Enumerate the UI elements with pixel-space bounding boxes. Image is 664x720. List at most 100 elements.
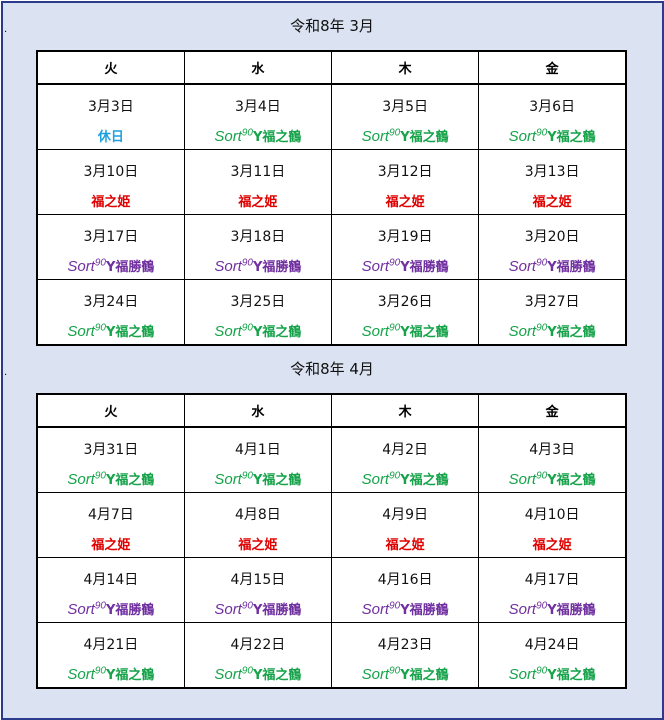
day-date: 3月11日 [230,164,286,180]
label-prefix: Sort [361,601,390,618]
day-date: 4月2日 [382,442,429,458]
day-cell: 3月18日 Sort90Y福勝鶴 [183,214,333,280]
schedule-label: 福之姫 [385,538,425,553]
day-date: 3月3日 [87,99,134,115]
day-cell: 4月14日 Sort90Y福勝鶴 [36,557,185,623]
day-date: 3月10日 [83,164,139,180]
label-sup: 90 [94,322,106,334]
schedule-label: Sort90Y福勝鶴 [38,256,184,275]
schedule-label: Sort90Y福之鶴 [332,126,478,145]
day-date: 4月7日 [87,507,134,523]
label-name: Y福勝鶴 [252,603,302,618]
schedule-label: 福之姫 [91,538,131,553]
day-date: 3月12日 [377,164,433,180]
label-sup: 90 [241,470,253,482]
label-name: Y福之鶴 [252,130,302,145]
label-name: Y福之鶴 [252,668,302,683]
schedule-label: Sort90Y福之鶴 [332,664,478,683]
label-prefix: Sort [508,323,537,340]
schedule-label: 福之姫 [91,195,131,210]
day-cell: 3月6日 Sort90Y福之鶴 [478,83,627,150]
week-row: 3月17日 Sort90Y福勝鶴 3月18日 Sort90Y福勝鶴 3月19日 Sort9… [36,214,627,280]
day-cell: 4月15日 Sort90Y福勝鶴 [183,557,333,623]
label-name: Y福勝鶴 [400,603,449,618]
schedule-label: Sort90Y福之鶴 [185,469,331,488]
weekday-header: 火 [36,393,185,428]
day-date: 4月1日 [234,442,281,458]
weekday-header: 木 [330,393,480,428]
label-name: Y福之鶴 [400,325,449,340]
schedule-label: Sort90Y福之鶴 [479,126,625,145]
label-sup: 90 [241,322,253,334]
day-date: 3月19日 [377,229,433,245]
day-date: 3月26日 [377,294,433,310]
label-name: Y福之鶴 [252,325,302,340]
day-cell: 4月21日 Sort90Y福之鶴 [36,622,185,689]
day-date: 3月20日 [524,229,580,245]
schedule-label: Sort90Y福勝鶴 [185,599,331,618]
label-sup: 90 [389,322,401,334]
day-cell: 4月16日 Sort90Y福勝鶴 [330,557,480,623]
day-cell: 4月8日福之姫 [183,492,333,558]
label-sup: 90 [536,600,548,612]
day-cell: 4月23日 Sort90Y福之鶴 [330,622,480,689]
week-row: 3月10日福之姫 3月11日福之姫 3月12日 福之姫 3月13日 福之姫 [36,149,627,215]
schedule-label: Sort90Y福之鶴 [185,664,331,683]
day-date: 4月8日 [234,507,281,523]
schedule-label: 福之姫 [238,538,278,553]
day-cell: 3月12日 福之姫 [330,149,480,215]
label-prefix: Sort [508,128,537,145]
day-date: 4月10日 [524,507,580,523]
schedule-label: 福之姫 [532,538,572,553]
label-name: Y福之鶴 [547,130,596,145]
schedule-label: Sort90Y福之鶴 [38,469,184,488]
week-row: 3月31日 Sort90Y福之鶴 4月1日 Sort90Y福之鶴 4月2日 Sort90Y… [36,426,627,493]
label-prefix: Sort [67,258,95,275]
label-name: Y福勝鶴 [105,603,155,618]
label-prefix: Sort [67,471,95,488]
label-prefix: Sort [508,601,537,618]
day-cell: 4月24日 Sort90Y福之鶴 [478,622,627,689]
label-sup: 90 [536,470,548,482]
schedule-label: Sort90Y福之鶴 [185,126,331,145]
day-date: 4月16日 [377,572,433,588]
week-row: 3月24日 Sort90Y福之鶴 3月25日 Sort90Y福之鶴 3月26日 Sort9… [36,279,627,346]
schedule-label: Sort90Y福之鶴 [185,321,331,340]
day-cell: 4月9日福之姫 [330,492,480,558]
weekday-header: 水 [183,393,333,428]
label-sup: 90 [389,470,401,482]
label-name: Y福之鶴 [547,668,596,683]
label-sup: 90 [389,257,401,269]
label-name: Y福之鶴 [547,325,596,340]
label-sup: 90 [241,665,253,677]
schedule-label: Sort90Y福勝鶴 [38,599,184,618]
day-cell: 4月7日福之姫 [36,492,185,558]
label-prefix: Sort [67,666,95,683]
day-cell: 3月10日福之姫 [36,149,185,215]
label-prefix: Sort [214,323,242,340]
weekday-header: 火 [36,50,185,85]
calendar-title-april: 令和8年 4月 [290,360,374,378]
label-prefix: Sort [214,601,242,618]
weekday-header: 木 [330,50,480,85]
calendar-table-march: 火水木金 3月3日 休日 3月4日 Sort90Y福之鶴 3月5日 Sort90Y福之鶴 3月… [36,50,627,346]
day-date: 4月9日 [382,507,429,523]
day-date: 3月4日 [234,99,281,115]
week-row: 4月14日 Sort90Y福勝鶴 4月15日 Sort90Y福勝鶴 4月16日 Sort9… [36,557,627,623]
day-date: 4月24日 [524,637,580,653]
label-sup: 90 [94,470,106,482]
day-date: 3月24日 [83,294,139,310]
day-cell: 3月31日 Sort90Y福之鶴 [36,426,185,493]
label-sup: 90 [241,127,253,139]
label-name: Y福之鶴 [252,473,302,488]
day-date: 3月13日 [524,164,580,180]
label-sup: 90 [536,665,548,677]
day-cell: 3月17日 Sort90Y福勝鶴 [36,214,185,280]
day-cell: 3月24日 Sort90Y福之鶴 [36,279,185,346]
label-name: Y福之鶴 [400,473,449,488]
day-date: 3月5日 [382,99,429,115]
day-date: 4月14日 [83,572,139,588]
label-prefix: Sort [214,128,242,145]
schedule-label: Sort90Y福勝鶴 [479,256,625,275]
day-cell: 3月13日 福之姫 [478,149,627,215]
